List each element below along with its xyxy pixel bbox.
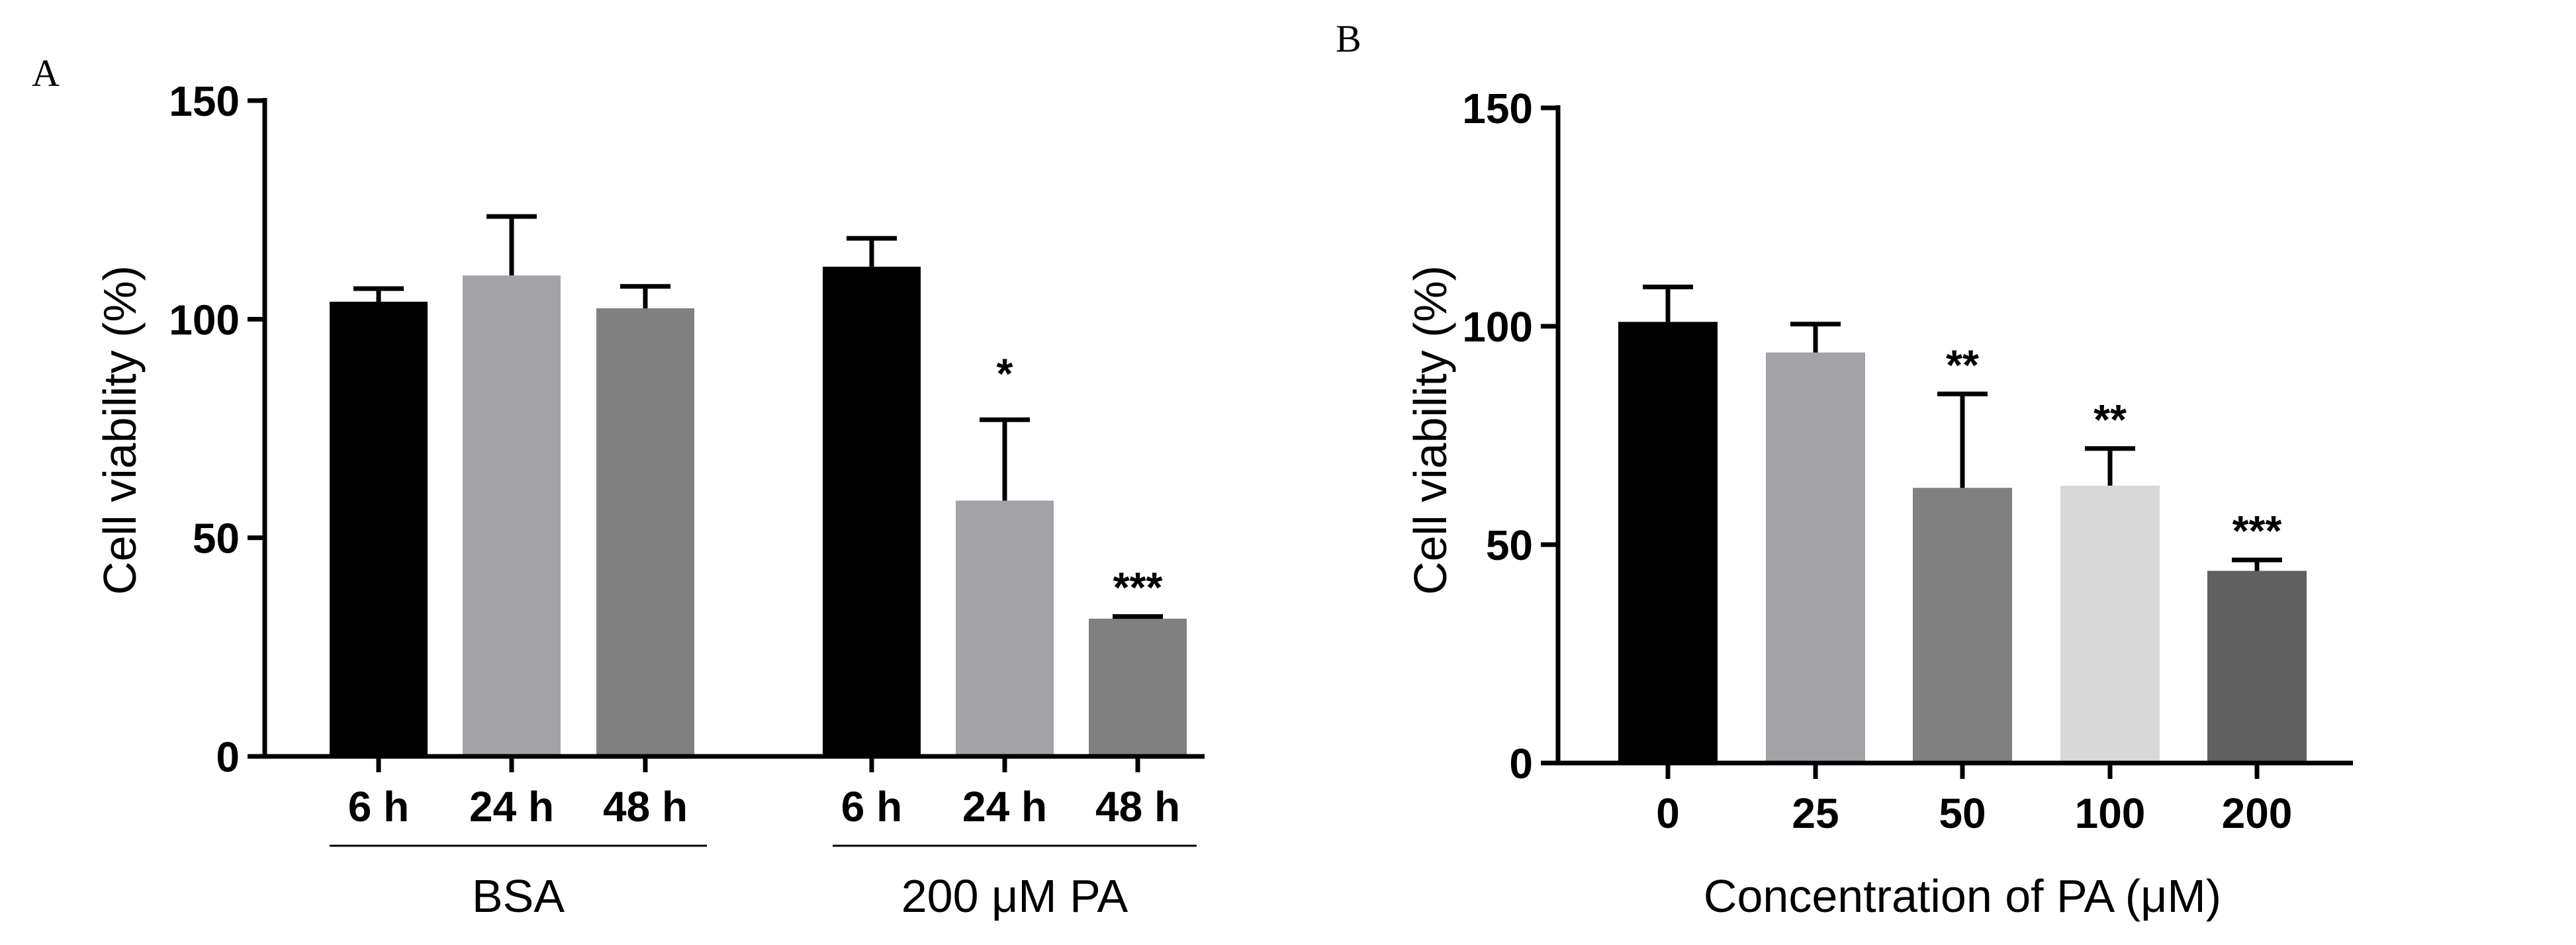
- error-bar-5: [980, 417, 1030, 501]
- significance-label-5: ***: [2232, 507, 2282, 555]
- bar-1: [1618, 322, 1718, 763]
- x-tick-label-3: 48 h: [603, 783, 688, 831]
- x-tick-label-5: 24 h: [962, 783, 1047, 831]
- y-axis-title: Cell viability (%): [94, 265, 146, 595]
- x-tick-label-6: 48 h: [1095, 783, 1180, 831]
- x-tick-label-5: 200: [2222, 789, 2293, 837]
- bar-6: [1089, 618, 1187, 756]
- y-tick-label-50: 50: [1486, 521, 1533, 569]
- bar-1: [330, 301, 428, 756]
- y-tick-label-50: 50: [193, 515, 240, 562]
- error-bar-1: [353, 286, 404, 302]
- bar-3: [596, 308, 694, 757]
- significance-label-5: *: [997, 349, 1013, 397]
- y-tick-label-150: 150: [1462, 85, 1533, 132]
- panel-a-letter: A: [32, 52, 60, 95]
- error-bar-2: [486, 214, 537, 276]
- bar-3: [1913, 488, 2012, 763]
- panel-b-letter: B: [1336, 17, 1361, 60]
- x-axis-title: Concentration of PA (μM): [1704, 870, 2221, 922]
- group-label-2: 200 μM PA: [901, 870, 1128, 922]
- y-tick-label-100: 100: [169, 296, 240, 343]
- x-tick-label-4: 6 h: [841, 783, 902, 831]
- y-tick-label-150: 150: [169, 77, 240, 125]
- y-tick-label-0: 0: [1509, 740, 1533, 788]
- y-axis-title: Cell viability (%): [1404, 265, 1456, 595]
- significance-label-3: **: [1946, 341, 1979, 388]
- error-bar-6: [1113, 614, 1163, 619]
- bar-2: [463, 275, 561, 756]
- error-bar-3: [1937, 391, 1988, 488]
- error-bar-1: [1643, 285, 1693, 322]
- error-bar-4: [847, 236, 897, 267]
- bar-5: [956, 500, 1054, 756]
- bar-5: [2207, 570, 2307, 763]
- x-tick-label-1: 0: [1656, 789, 1680, 837]
- y-tick-label-0: 0: [216, 733, 240, 781]
- x-tick-label-2: 25: [1792, 789, 1839, 837]
- error-bar-4: [2085, 446, 2135, 486]
- error-bar-3: [620, 284, 670, 308]
- significance-label-6: ***: [1113, 564, 1163, 611]
- bar-4: [2060, 485, 2160, 763]
- group-label-1: BSA: [472, 870, 565, 922]
- x-tick-label-1: 6 h: [348, 783, 409, 831]
- x-tick-label-2: 24 h: [469, 783, 554, 831]
- bar-2: [1766, 352, 1865, 763]
- bar-4: [823, 267, 921, 756]
- significance-label-4: **: [2093, 396, 2127, 443]
- y-tick-label-100: 100: [1462, 303, 1533, 351]
- error-bar-2: [1790, 322, 1841, 353]
- error-bar-5: [2232, 557, 2282, 571]
- x-tick-label-3: 50: [1939, 789, 1986, 837]
- x-tick-label-4: 100: [2075, 789, 2146, 837]
